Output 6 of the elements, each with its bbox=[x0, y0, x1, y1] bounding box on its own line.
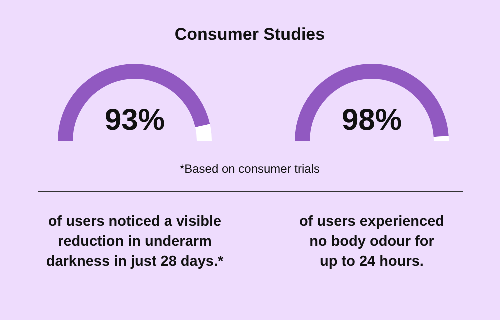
text: *Based on consumer trials bbox=[180, 162, 320, 176]
data-label: 98% bbox=[342, 104, 402, 137]
text: Consumer Studies bbox=[174, 25, 326, 44]
text: of users experienced no body odour for up to 24 hours. bbox=[299, 214, 445, 270]
text: of users noticed a visible reduction in underarm darkness in just 28 days.* bbox=[46, 214, 224, 270]
data-label: 93% bbox=[104, 104, 166, 137]
